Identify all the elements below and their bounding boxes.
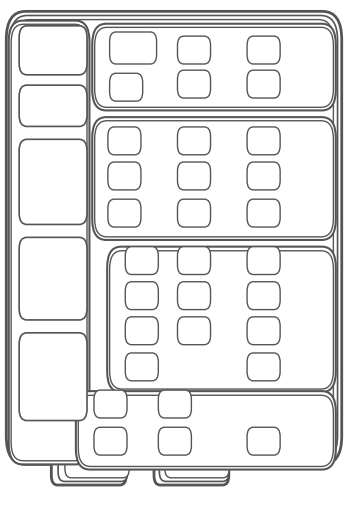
FancyBboxPatch shape	[125, 282, 158, 310]
FancyBboxPatch shape	[154, 453, 229, 485]
FancyBboxPatch shape	[158, 427, 191, 455]
FancyBboxPatch shape	[177, 36, 211, 64]
Text: FUSE1: FUSE1	[119, 43, 148, 53]
FancyBboxPatch shape	[108, 127, 141, 155]
Text: 14: 14	[187, 136, 201, 146]
FancyBboxPatch shape	[76, 391, 336, 470]
Text: 24: 24	[257, 136, 270, 146]
FancyBboxPatch shape	[247, 162, 280, 190]
FancyBboxPatch shape	[94, 390, 127, 418]
FancyBboxPatch shape	[177, 70, 211, 98]
Text: 16: 16	[187, 208, 201, 218]
FancyBboxPatch shape	[15, 20, 333, 456]
FancyBboxPatch shape	[177, 247, 211, 275]
Text: 15: 15	[187, 171, 201, 181]
FancyBboxPatch shape	[177, 127, 211, 155]
FancyBboxPatch shape	[177, 317, 211, 345]
FancyBboxPatch shape	[177, 199, 211, 227]
FancyBboxPatch shape	[158, 390, 191, 418]
Text: 28: 28	[257, 291, 270, 301]
FancyBboxPatch shape	[58, 452, 128, 481]
FancyBboxPatch shape	[125, 317, 158, 345]
FancyBboxPatch shape	[110, 251, 333, 389]
Text: 18: 18	[187, 291, 201, 301]
FancyBboxPatch shape	[11, 24, 87, 461]
FancyBboxPatch shape	[125, 353, 158, 381]
FancyBboxPatch shape	[108, 162, 141, 190]
Text: 19: 19	[187, 326, 201, 336]
FancyBboxPatch shape	[247, 353, 280, 381]
FancyBboxPatch shape	[19, 237, 87, 320]
Text: 12: 12	[187, 45, 201, 55]
Text: 31: 31	[257, 436, 270, 446]
FancyBboxPatch shape	[107, 247, 336, 392]
FancyBboxPatch shape	[19, 26, 87, 75]
FancyBboxPatch shape	[247, 317, 280, 345]
FancyBboxPatch shape	[6, 11, 342, 464]
FancyBboxPatch shape	[108, 199, 141, 227]
FancyBboxPatch shape	[247, 282, 280, 310]
Text: 21: 21	[168, 436, 182, 446]
Text: 8: 8	[139, 326, 145, 336]
FancyBboxPatch shape	[19, 139, 87, 224]
Text: 27: 27	[257, 255, 270, 266]
Text: 4: 4	[121, 171, 128, 181]
FancyBboxPatch shape	[247, 36, 280, 64]
Text: 3: 3	[121, 136, 128, 146]
FancyBboxPatch shape	[110, 73, 143, 101]
Text: 30: 30	[257, 362, 270, 372]
FancyBboxPatch shape	[247, 70, 280, 98]
Text: RELAY
2: RELAY 2	[37, 95, 69, 117]
FancyBboxPatch shape	[165, 450, 229, 478]
FancyBboxPatch shape	[95, 121, 333, 237]
FancyBboxPatch shape	[247, 127, 280, 155]
Text: 11: 11	[104, 436, 117, 446]
Text: RELAY
5: RELAY 5	[37, 366, 69, 388]
FancyBboxPatch shape	[78, 395, 333, 466]
Text: 5: 5	[121, 208, 128, 218]
FancyBboxPatch shape	[159, 452, 229, 481]
Text: 9: 9	[139, 362, 145, 372]
Text: 10: 10	[104, 399, 117, 409]
FancyBboxPatch shape	[19, 85, 87, 126]
FancyBboxPatch shape	[177, 162, 211, 190]
FancyBboxPatch shape	[177, 282, 211, 310]
FancyBboxPatch shape	[65, 450, 129, 478]
Text: 26: 26	[257, 208, 270, 218]
FancyBboxPatch shape	[247, 427, 280, 455]
FancyBboxPatch shape	[9, 21, 89, 464]
Text: 13: 13	[187, 79, 201, 89]
Text: 2: 2	[123, 82, 129, 92]
Text: 29: 29	[257, 326, 270, 336]
FancyBboxPatch shape	[52, 453, 126, 485]
FancyBboxPatch shape	[247, 199, 280, 227]
FancyBboxPatch shape	[110, 32, 157, 64]
Text: RELAY
1: RELAY 1	[37, 40, 69, 61]
FancyBboxPatch shape	[247, 247, 280, 275]
Text: 20: 20	[168, 399, 181, 409]
Text: 25: 25	[257, 171, 270, 181]
FancyBboxPatch shape	[125, 247, 158, 275]
Text: 6: 6	[139, 255, 145, 266]
FancyBboxPatch shape	[92, 117, 336, 240]
Text: RELAY
3: RELAY 3	[37, 171, 69, 192]
FancyBboxPatch shape	[92, 24, 336, 110]
Text: 23: 23	[257, 79, 270, 89]
FancyBboxPatch shape	[95, 27, 333, 107]
Text: 17: 17	[187, 255, 201, 266]
FancyBboxPatch shape	[19, 333, 87, 421]
FancyBboxPatch shape	[94, 427, 127, 455]
Text: RELAY
4: RELAY 4	[37, 268, 69, 289]
Text: 7: 7	[139, 291, 145, 301]
FancyBboxPatch shape	[10, 15, 338, 460]
Text: 22: 22	[257, 45, 270, 55]
